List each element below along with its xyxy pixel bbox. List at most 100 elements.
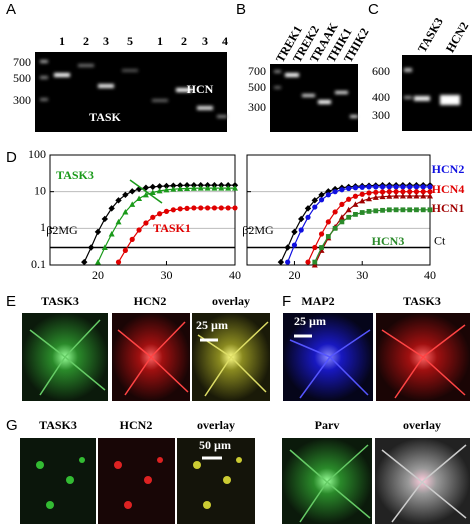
marker — [81, 258, 88, 266]
series-label: β2MG — [46, 223, 78, 237]
marker — [373, 184, 379, 190]
marker — [211, 205, 218, 211]
x-tick-label: 30 — [160, 268, 172, 282]
lane-label: 5 — [127, 34, 133, 48]
neurites — [289, 444, 467, 523]
panel-label: E — [6, 293, 16, 310]
marker — [353, 211, 358, 217]
marker — [318, 197, 325, 203]
neurites — [289, 324, 466, 399]
y-tick-label: 10 — [34, 183, 46, 197]
marker — [386, 189, 392, 195]
caption: TASK3 — [39, 418, 77, 432]
series-line — [314, 195, 430, 266]
panel-label: C — [368, 1, 379, 18]
gel — [402, 55, 472, 131]
marker — [352, 185, 359, 191]
marker — [211, 185, 218, 191]
series-label: β2MG — [242, 223, 274, 237]
marker — [291, 242, 298, 248]
marker — [338, 214, 345, 220]
marker — [359, 210, 365, 215]
x-tick-label: 30 — [356, 268, 368, 282]
size-label: 500 — [13, 71, 31, 85]
neurites — [29, 319, 269, 397]
gel — [270, 64, 358, 132]
series-label: HCN1 — [432, 201, 465, 215]
marker — [427, 184, 433, 190]
marker — [298, 215, 305, 223]
marker — [108, 231, 115, 237]
marker — [190, 182, 198, 189]
marker — [400, 207, 406, 213]
marker — [373, 189, 379, 195]
marker — [427, 207, 433, 213]
marker — [339, 201, 345, 207]
lane-label: TASK3 — [415, 15, 446, 55]
marker — [339, 187, 345, 193]
marker — [332, 189, 338, 195]
marker — [136, 195, 143, 202]
threshold-label: Ct — [434, 233, 446, 247]
marker — [407, 189, 413, 195]
marker — [232, 205, 238, 211]
marker — [325, 234, 331, 239]
marker — [277, 258, 285, 266]
marker — [284, 244, 291, 251]
scale-label: 25 µm — [294, 314, 326, 328]
marker — [332, 209, 338, 215]
marker — [225, 205, 231, 211]
marker — [298, 227, 304, 233]
marker — [163, 186, 170, 193]
size-label: 700 — [13, 55, 31, 69]
lane-label: 4 — [222, 34, 228, 48]
marker — [413, 189, 420, 195]
marker — [420, 207, 426, 213]
marker — [318, 191, 325, 199]
marker — [197, 185, 204, 191]
caption: overlay — [212, 294, 250, 308]
marker — [176, 182, 184, 189]
marker — [413, 184, 420, 190]
lane-label: 2 — [181, 34, 187, 48]
series-label: HCN3 — [372, 234, 405, 248]
size-label: 300 — [13, 93, 31, 107]
size-label: 600 — [372, 64, 390, 78]
marker — [191, 205, 197, 211]
x-tick-label: 40 — [229, 268, 241, 282]
marker — [311, 262, 318, 268]
size-label: 300 — [372, 108, 390, 122]
marker — [386, 207, 392, 213]
marker — [379, 193, 386, 200]
micrograph — [177, 438, 255, 524]
marker — [143, 220, 149, 226]
marker — [94, 259, 101, 265]
marker — [386, 184, 392, 190]
scale-label: 50 µm — [199, 438, 231, 452]
marker — [115, 259, 122, 265]
marker — [204, 205, 211, 211]
marker — [345, 206, 352, 213]
gel-bands — [404, 68, 460, 105]
marker — [346, 185, 352, 192]
caption: overlay — [403, 418, 441, 432]
marker — [101, 215, 109, 223]
marker — [386, 193, 393, 199]
marker — [170, 182, 177, 189]
gel-bands — [40, 60, 227, 118]
marker — [399, 193, 406, 199]
marker — [136, 227, 142, 233]
marker — [366, 184, 372, 190]
marker — [184, 185, 191, 192]
annotation-arrow — [129, 179, 163, 204]
marker — [366, 195, 372, 202]
marker — [393, 207, 399, 213]
marker — [304, 205, 312, 212]
marker — [122, 208, 129, 215]
marker — [318, 231, 325, 237]
marker — [393, 193, 400, 199]
marker — [372, 194, 379, 200]
charts: 0.1 1 10 100 20 30 40 β2MG TASK3 TASK1 20 30 40 Ct β2M… — [28, 147, 464, 282]
gel-bands — [274, 70, 358, 118]
series-line — [118, 207, 235, 263]
